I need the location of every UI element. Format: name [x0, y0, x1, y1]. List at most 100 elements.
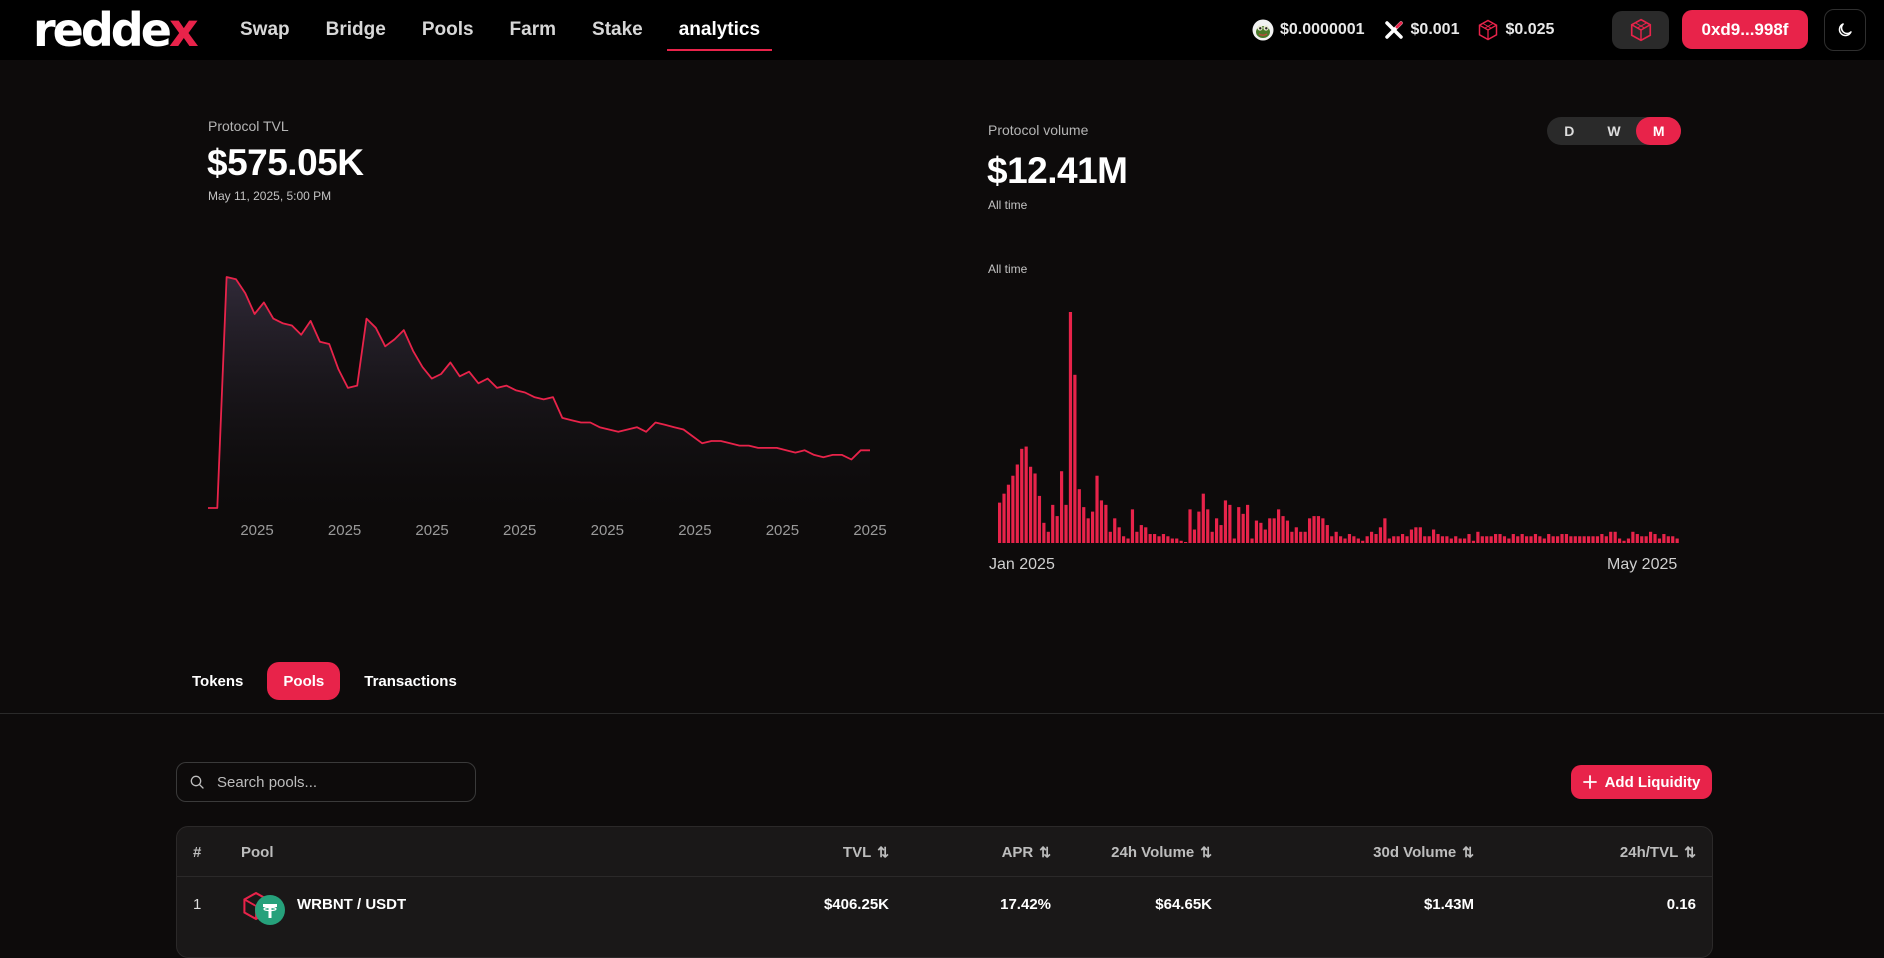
volume-bar[interactable] — [1166, 536, 1170, 543]
volume-bar[interactable] — [1201, 493, 1205, 543]
volume-bar[interactable] — [1560, 534, 1564, 543]
volume-bar[interactable] — [1237, 507, 1241, 543]
volume-bar[interactable] — [1449, 538, 1453, 543]
volume-bar[interactable] — [1618, 538, 1622, 543]
volume-bar[interactable] — [1308, 518, 1312, 543]
reddex-logo[interactable]: reddex — [33, 7, 199, 53]
header-apr[interactable]: APR ⇅ — [1002, 844, 1051, 861]
volume-bar[interactable] — [1148, 534, 1152, 543]
nav-swap[interactable]: Swap — [240, 19, 290, 40]
volume-bar[interactable] — [1228, 504, 1232, 543]
volume-bar[interactable] — [1556, 536, 1560, 543]
volume-bar[interactable] — [1511, 534, 1515, 543]
volume-bar[interactable] — [1206, 509, 1210, 543]
volume-bar[interactable] — [1108, 531, 1112, 543]
volume-bar[interactable] — [1538, 536, 1542, 543]
volume-bar[interactable] — [1418, 527, 1422, 543]
volume-bar[interactable] — [1507, 538, 1511, 543]
nav-analytics[interactable]: analytics — [666, 0, 773, 60]
volume-bar[interactable] — [1401, 534, 1405, 543]
volume-bar[interactable] — [1197, 511, 1201, 543]
volume-bar[interactable] — [1578, 536, 1582, 543]
volume-bar[interactable] — [1445, 536, 1449, 543]
volume-bar[interactable] — [1653, 534, 1657, 543]
volume-bar[interactable] — [1600, 534, 1604, 543]
price-frog[interactable]: $0.0000001 — [1252, 19, 1365, 41]
volume-bar[interactable] — [1516, 536, 1520, 543]
volume-bar[interactable] — [1259, 522, 1263, 543]
volume-bar[interactable] — [1480, 536, 1484, 543]
volume-bar[interactable] — [1215, 518, 1219, 543]
volume-bar[interactable] — [1396, 536, 1400, 543]
volume-bar[interactable] — [1454, 536, 1458, 543]
volume-bar[interactable] — [1458, 538, 1462, 543]
volume-bar[interactable] — [1192, 529, 1197, 543]
volume-bar[interactable] — [1263, 529, 1267, 543]
volume-bar[interactable] — [1423, 536, 1427, 543]
volume-bar[interactable] — [1011, 475, 1015, 543]
volume-bar[interactable] — [1635, 534, 1639, 543]
volume-bar[interactable] — [1387, 538, 1391, 543]
header-24h-volume[interactable]: 24h Volume ⇅ — [1111, 844, 1212, 861]
volume-bar[interactable] — [1392, 536, 1396, 543]
volume-bar[interactable] — [1409, 529, 1414, 543]
volume-bar[interactable] — [1077, 489, 1081, 543]
volume-bar[interactable] — [1060, 471, 1064, 543]
volume-bar[interactable] — [1285, 520, 1290, 543]
volume-bar[interactable] — [1029, 466, 1033, 543]
volume-bar[interactable] — [1626, 538, 1631, 543]
volume-bar[interactable] — [1343, 538, 1347, 543]
volume-bar[interactable] — [998, 502, 1002, 543]
volume-bar[interactable] — [1573, 536, 1577, 543]
volume-bar[interactable] — [1325, 525, 1329, 543]
tab-pools[interactable]: Pools — [267, 662, 341, 700]
header-30d-volume[interactable]: 30d Volume ⇅ — [1373, 844, 1474, 861]
volume-bar[interactable] — [1268, 518, 1272, 543]
nav-farm[interactable]: Farm — [509, 19, 557, 40]
volume-bar[interactable] — [1068, 312, 1073, 543]
range-day[interactable]: D — [1564, 123, 1575, 139]
volume-bar[interactable] — [1502, 536, 1507, 543]
volume-bar[interactable] — [1649, 531, 1653, 543]
volume-bar[interactable] — [1223, 500, 1228, 543]
nav-stake[interactable]: Stake — [592, 19, 643, 40]
volume-bar[interactable] — [1250, 538, 1254, 543]
volume-bar[interactable] — [1347, 534, 1352, 543]
header-tvl[interactable]: TVL ⇅ — [843, 844, 889, 861]
add-liquidity-button[interactable]: Add Liquidity — [1571, 765, 1712, 799]
volume-bar[interactable] — [1055, 516, 1059, 543]
range-month[interactable]: M — [1636, 117, 1682, 145]
wallet-button[interactable]: 0xd9...998f — [1682, 10, 1808, 49]
volume-bar[interactable] — [1122, 536, 1126, 543]
token-menu-button[interactable] — [1612, 11, 1669, 49]
volume-bar[interactable] — [1024, 446, 1028, 543]
volume-bar[interactable] — [1303, 531, 1307, 543]
volume-bar[interactable] — [1294, 527, 1298, 543]
table-row[interactable]: 1 WRBNT / USDT $406.25K 17.42% $64.65K $… — [177, 876, 1712, 935]
volume-bar[interactable] — [1002, 493, 1006, 543]
volume-bar[interactable] — [1144, 527, 1148, 543]
volume-bar[interactable] — [1210, 531, 1214, 543]
volume-bar[interactable] — [1595, 536, 1600, 543]
volume-bar[interactable] — [1675, 538, 1679, 543]
volume-bar[interactable] — [1485, 536, 1489, 543]
volume-bar[interactable] — [1365, 536, 1369, 543]
volume-bar[interactable] — [1440, 536, 1445, 543]
volume-bar[interactable] — [1254, 520, 1259, 543]
volume-bar[interactable] — [1175, 538, 1179, 543]
volume-bar[interactable] — [1671, 536, 1675, 543]
volume-bar[interactable] — [1042, 522, 1046, 543]
volume-bar[interactable] — [1591, 536, 1595, 543]
volume-bar[interactable] — [1188, 509, 1192, 543]
volume-bar[interactable] — [1130, 509, 1135, 543]
volume-bar[interactable] — [1006, 484, 1011, 543]
nav-bridge[interactable]: Bridge — [325, 19, 386, 40]
volume-bar[interactable] — [1272, 518, 1276, 543]
search-input[interactable] — [217, 773, 475, 791]
volume-bar[interactable] — [1064, 504, 1068, 543]
volume-bar[interactable] — [1153, 534, 1157, 543]
volume-bar[interactable] — [1281, 516, 1285, 543]
volume-bar[interactable] — [1520, 534, 1524, 543]
volume-bar[interactable] — [1086, 518, 1090, 543]
tab-tokens[interactable]: Tokens — [192, 672, 244, 690]
